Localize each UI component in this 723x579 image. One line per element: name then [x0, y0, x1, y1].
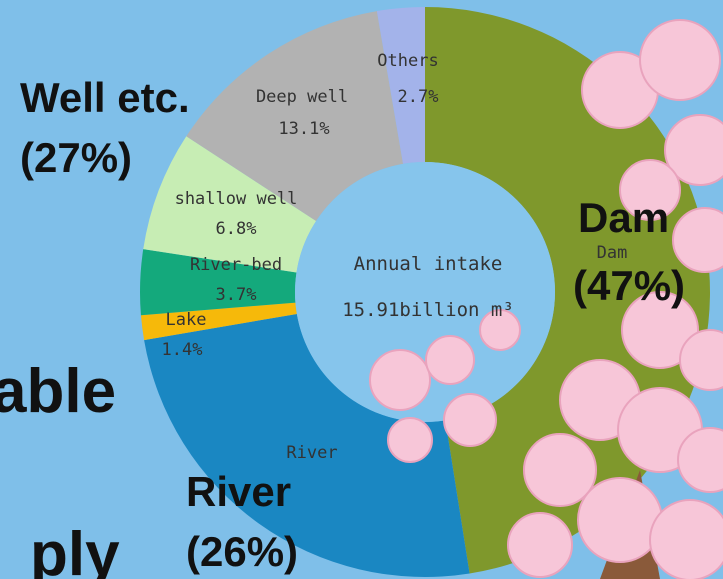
segment-value-label: 2.7% — [398, 87, 439, 107]
segment-label: Dam — [597, 243, 628, 263]
annotation: (26%) — [186, 528, 298, 575]
segment-label: River — [286, 443, 337, 463]
segment-label: River-bed — [190, 255, 282, 275]
segment-label: Lake — [166, 310, 207, 330]
segment-value-label: 6.8% — [216, 219, 257, 239]
labels: Dam River Lake 1.4% River-bed 3.7% shallow wel… — [0, 51, 685, 579]
donut-segment — [140, 302, 297, 341]
annotation: able — [0, 357, 116, 426]
segment-value-label: 3.7% — [216, 285, 257, 305]
annotation: River — [186, 468, 291, 515]
donut-segment — [144, 313, 470, 577]
annotation: (27%) — [20, 134, 132, 181]
annotation: Dam — [578, 194, 669, 241]
segment-value-label: 1.4% — [162, 340, 203, 360]
cherry-blossoms — [369, 19, 723, 579]
annotation: Well etc. — [20, 74, 190, 121]
donut-segment — [139, 249, 297, 316]
segment-label: Deep well — [256, 87, 348, 107]
center-label: Annual intake — [354, 253, 503, 275]
donut-segment — [186, 11, 404, 221]
center-label: 15.91billion m³ — [342, 299, 514, 321]
annotation: (47%) — [573, 262, 685, 309]
segment-value-label: 13.1% — [278, 119, 329, 139]
donut-hole — [295, 162, 555, 422]
segment-label: shallow well — [175, 189, 298, 209]
donut-segment — [376, 7, 425, 164]
annotation: ply — [30, 520, 120, 579]
segment-label: Others — [377, 51, 438, 71]
donut-segment — [143, 136, 317, 273]
